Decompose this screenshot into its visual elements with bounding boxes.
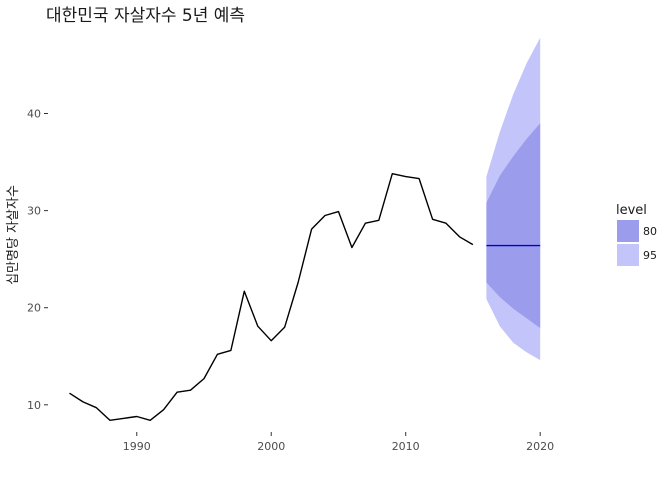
y-tick-label-20: 20 [27, 302, 41, 315]
legend-key-95 [617, 244, 639, 266]
legend-title: level [616, 203, 647, 218]
x-tick-label-1990: 1990 [123, 440, 151, 453]
x-tick-label-2020: 2020 [526, 440, 554, 453]
history-line [69, 172, 474, 421]
legend-label-80: 80 [643, 225, 657, 238]
band-80 [486, 123, 541, 329]
band-80-group [486, 123, 541, 329]
y-tick-label-30: 30 [27, 205, 41, 218]
legend: level 80 95 [616, 203, 657, 266]
x-axis: 1990 2000 2010 2020 [123, 432, 554, 453]
chart-title: 대한민국 자살자수 5년 예측 [46, 6, 245, 26]
y-axis-title: 십만명당 자살자수 [6, 185, 21, 285]
legend-label-95: 95 [643, 249, 657, 262]
plot-area [69, 37, 541, 421]
y-tick-label-10: 10 [27, 399, 41, 412]
y-tick-label-40: 40 [27, 108, 41, 121]
series-lines [69, 172, 541, 421]
x-tick-label-2000: 2000 [257, 440, 285, 453]
y-axis: 10 20 30 40 [27, 108, 48, 412]
x-tick-label-2010: 2010 [392, 440, 420, 453]
legend-key-80 [617, 220, 639, 242]
